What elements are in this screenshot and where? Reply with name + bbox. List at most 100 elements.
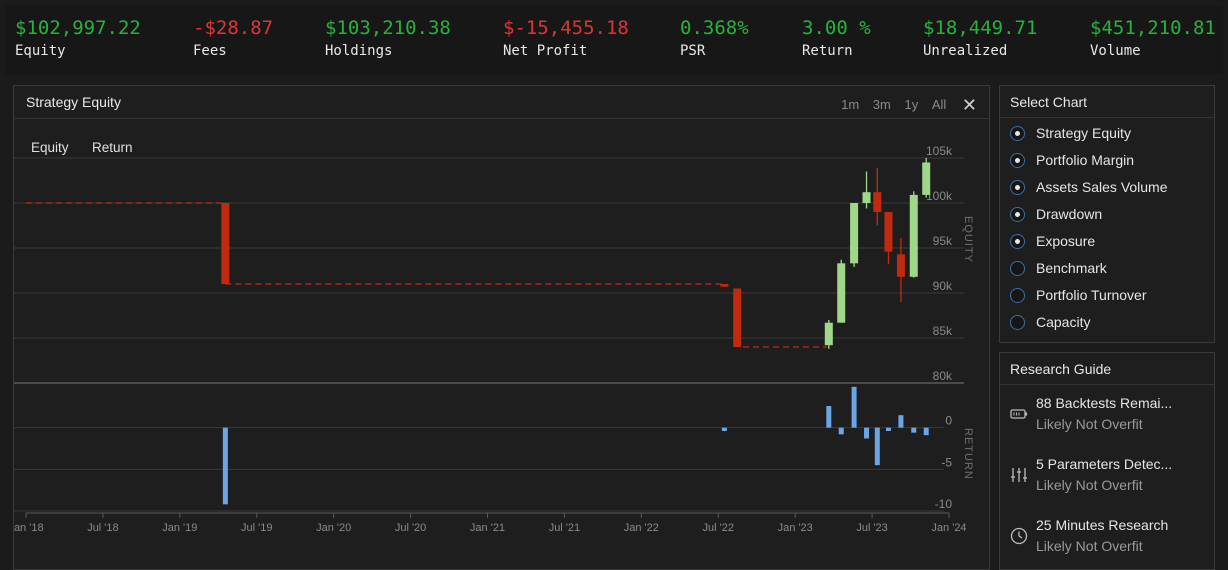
x-tick-label: Jan '18: [14, 522, 44, 534]
candle-body: [720, 284, 729, 287]
y-tick-label: 95k: [933, 234, 953, 248]
panel-header: Research Guide: [1000, 353, 1214, 385]
x-tick-label: Jan '19: [162, 522, 197, 534]
return-bar: [826, 406, 832, 428]
stat-value: $103,210.38: [325, 17, 451, 39]
stat-value: -$28.87: [193, 17, 274, 39]
candle-body: [221, 203, 230, 284]
x-tick-label: Jan '24: [931, 522, 966, 534]
panel-title: Research Guide: [1010, 361, 1112, 377]
x-tick-label: Jan '21: [470, 522, 505, 534]
candle-body: [850, 203, 859, 264]
close-icon[interactable]: ✕: [961, 95, 977, 115]
research-guide-panel: Research Guide 88 Backtests Remai... Lik…: [999, 352, 1215, 570]
panel-header: Strategy Equity 1m 3m 1y All ✕: [14, 86, 989, 119]
return-axis-label: RETURN: [962, 428, 974, 480]
stat-volume: $451,210.81 Volume: [1090, 16, 1216, 59]
chart-option-label: Capacity: [1036, 314, 1091, 330]
tab-equity[interactable]: Equity: [31, 140, 69, 155]
candle-body: [837, 263, 846, 323]
x-tick-label: Jul '18: [87, 522, 118, 534]
y-tick-label: -5: [941, 455, 952, 469]
stat-label: Volume: [1090, 43, 1141, 59]
guide-item-title: 25 Minutes Research: [1036, 517, 1169, 533]
tab-return[interactable]: Return: [92, 140, 133, 155]
y-tick-label: 80k: [933, 369, 953, 383]
range-selector: 1m 3m 1y All ✕: [831, 93, 977, 115]
stat-value: $18,449.71: [923, 17, 1038, 39]
stat-value: 3.00 %: [802, 17, 871, 39]
candle-body: [733, 288, 742, 347]
stat-value: 0.368%: [680, 17, 749, 39]
y-tick-label: 0: [945, 414, 952, 428]
radio-button[interactable]: [1010, 315, 1025, 330]
range-3m-button[interactable]: 3m: [872, 97, 891, 112]
stat-value: $451,210.81: [1090, 17, 1216, 39]
panel-title: Select Chart: [1010, 94, 1088, 110]
radio-button[interactable]: [1010, 207, 1025, 222]
y-tick-label: 100k: [926, 189, 953, 203]
sliders-icon: [1011, 468, 1027, 482]
stat-unrealized: $18,449.71 Unrealized: [923, 16, 1037, 59]
range-all-button[interactable]: All: [931, 97, 947, 112]
x-tick-label: Jan '23: [778, 522, 813, 534]
stat-label: Holdings: [325, 43, 393, 59]
radio-button[interactable]: [1010, 288, 1025, 303]
candle-body: [824, 322, 833, 346]
chart-option-label: Strategy Equity: [1036, 125, 1131, 141]
x-tick-label: Jul '23: [856, 522, 887, 534]
strategy-equity-panel: Strategy Equity 1m 3m 1y All ✕ Equity Re…: [13, 85, 990, 570]
return-bar: [851, 386, 857, 428]
guide-item-title: 88 Backtests Remai...: [1036, 395, 1173, 411]
guide-item-title: 5 Parameters Detec...: [1036, 456, 1173, 472]
y-tick-label: 85k: [933, 324, 953, 338]
candle-body: [884, 212, 893, 252]
stat-label: Unrealized: [923, 43, 1008, 59]
return-bar: [721, 427, 727, 431]
panel-header: Select Chart: [1000, 86, 1214, 118]
chart-option-label: Benchmark: [1036, 260, 1107, 276]
stats-bar: $102,997.22 Equity -$28.87 Fees $103,210…: [5, 5, 1223, 75]
range-1m-button[interactable]: 1m: [841, 97, 860, 112]
x-tick-label: Jan '20: [316, 522, 351, 534]
stat-label: PSR: [680, 43, 706, 59]
x-tick-label: Jul '20: [395, 522, 426, 534]
chart-option-label: Exposure: [1036, 233, 1096, 249]
return-bar: [838, 427, 844, 435]
y-tick-label: 105k: [926, 144, 953, 158]
candle-body: [873, 192, 882, 212]
range-1y-button[interactable]: 1y: [904, 97, 919, 112]
return-bar: [222, 427, 228, 505]
radio-button[interactable]: [1010, 153, 1025, 168]
return-bar: [885, 427, 891, 431]
stat-fees: -$28.87 Fees: [193, 16, 273, 59]
stat-equity: $102,997.22 Equity: [15, 16, 141, 59]
radio-button[interactable]: [1010, 126, 1025, 141]
equity-axis-label: EQUITY: [962, 216, 974, 263]
stat-label: Net Profit: [503, 43, 588, 59]
x-tick-label: Jul '21: [549, 522, 580, 534]
radio-button[interactable]: [1010, 180, 1025, 195]
radio-button[interactable]: [1010, 261, 1025, 276]
x-tick-label: Jan '22: [624, 522, 659, 534]
return-bar: [874, 427, 880, 466]
stat-label: Equity: [15, 43, 66, 59]
stat-net-profit: $-15,455.18 Net Profit: [503, 16, 629, 59]
y-tick-label: 90k: [933, 279, 953, 293]
clock-icon: [1010, 527, 1028, 545]
guide-item-subtitle: Likely Not Overfit: [1036, 416, 1143, 432]
stat-return: 3.00 % Return: [802, 16, 871, 59]
chart-option-label: Assets Sales Volume: [1036, 179, 1168, 195]
select-chart-panel: Select Chart Strategy Equity Portfolio Ma…: [999, 85, 1215, 343]
equity-chart: 105k 100k 95k 90k 85k 80k EQUITY 0 -5 -10 RETURN Ja…: [14, 144, 974, 534]
candle-body: [922, 162, 931, 195]
guide-item-subtitle: Likely Not Overfit: [1036, 538, 1143, 554]
stat-holdings: $103,210.38 Holdings: [325, 16, 451, 59]
chart-option-label: Portfolio Margin: [1036, 152, 1135, 168]
stat-value: $102,997.22: [15, 17, 141, 39]
return-bar: [898, 415, 904, 428]
y-tick-label: -10: [935, 497, 953, 511]
radio-button[interactable]: [1010, 234, 1025, 249]
chart-option-label: Portfolio Turnover: [1036, 287, 1147, 303]
battery-icon: [1010, 409, 1028, 419]
